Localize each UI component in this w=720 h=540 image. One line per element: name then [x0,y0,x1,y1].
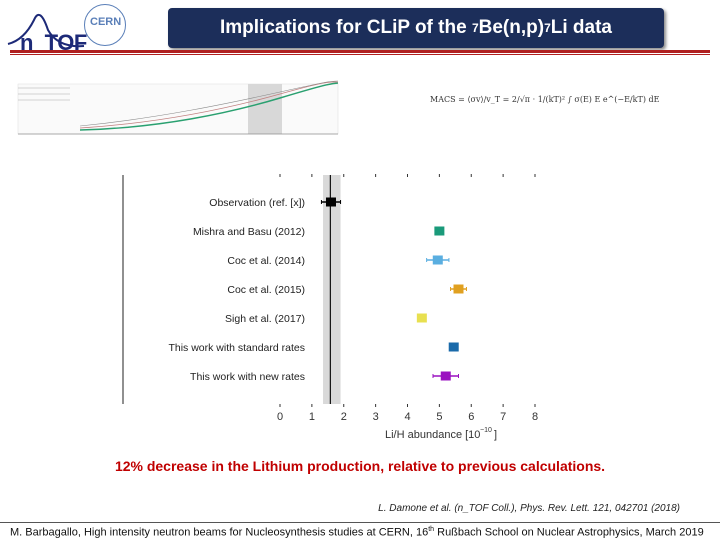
title-part-1: Implications for CLiP of the [220,17,472,38]
data-row-label: Coc et al. (2014) [227,255,305,267]
abundance-plot: 0 1 2 3 4 5 6 7 8 Li/H abundance [10 −10] Observati… [110,160,560,450]
x-tick-label: 0 [277,411,283,423]
x-tick-label: 3 [373,411,379,423]
footer-text: M. Barbagallo, High intensity neutron be… [10,526,710,539]
data-row-label: Sigh et al. (2017) [225,313,305,325]
footer-pre: M. Barbagallo, High intensity neutron be… [10,526,429,539]
data-point [326,197,336,207]
result-caption: 12% decrease in the Lithium production, … [114,458,606,474]
cern-logo-ring [84,4,126,46]
x-tick-label: 5 [436,411,442,423]
data-point [440,371,451,381]
data-row-label: Coc et al. (2015) [227,284,305,296]
x-tick-label: 8 [532,411,538,423]
data-point [432,255,443,265]
title-underline-thin [10,54,710,55]
x-axis-label-close: ] [494,429,497,441]
footer-sup: th [428,526,435,533]
x-tick-label: 7 [500,411,506,423]
cern-logo: CERN [90,16,122,28]
observation-band [323,175,341,404]
x-tick-label: 1 [309,411,315,423]
title-sup-1: 7 [471,21,479,35]
data-point [434,226,445,236]
slide-title: Implications for CLiP of the 7 Be(n,p) 7 Li… [168,8,664,48]
footer-rule [0,522,720,523]
data-row-label: Mishra and Basu (2012) [193,226,305,238]
title-underline [10,50,710,53]
macs-formula: MACS = ⟨σv⟩/v_T = 2/√π · 1/(kT)² ∫ σ(E) … [430,95,660,104]
data-point [416,313,427,323]
reference-citation: L. Damone et al. (n_TOF Coll.), Phys. Re… [378,503,680,514]
data-row-label: Observation (ref. [x]) [209,197,305,209]
x-axis-label: Li/H abundance [10 [385,429,480,441]
title-part-2: Be(n,p) [478,17,545,38]
x-tick-label: 4 [404,411,410,423]
chart-svg: 0 1 2 3 4 5 6 7 8 Li/H abundance [10 −10] Observati… [122,174,538,441]
data-row-label: This work with new rates [190,371,305,383]
x-axis-label-exponent: −10 [480,427,492,434]
data-row-label: This work with standard rates [168,342,305,354]
title-part-3: Li data [550,17,612,38]
x-tick-label: 6 [468,411,474,423]
x-tick-label: 2 [341,411,347,423]
ntof-swoosh-icon [7,13,85,48]
footer-post: Rußbach School on Nuclear Astrophysics, … [434,526,704,539]
data-point [453,284,464,294]
top-left-mini-plot [17,80,339,135]
title-sup-2: 7 [544,21,551,35]
data-point [448,342,459,352]
